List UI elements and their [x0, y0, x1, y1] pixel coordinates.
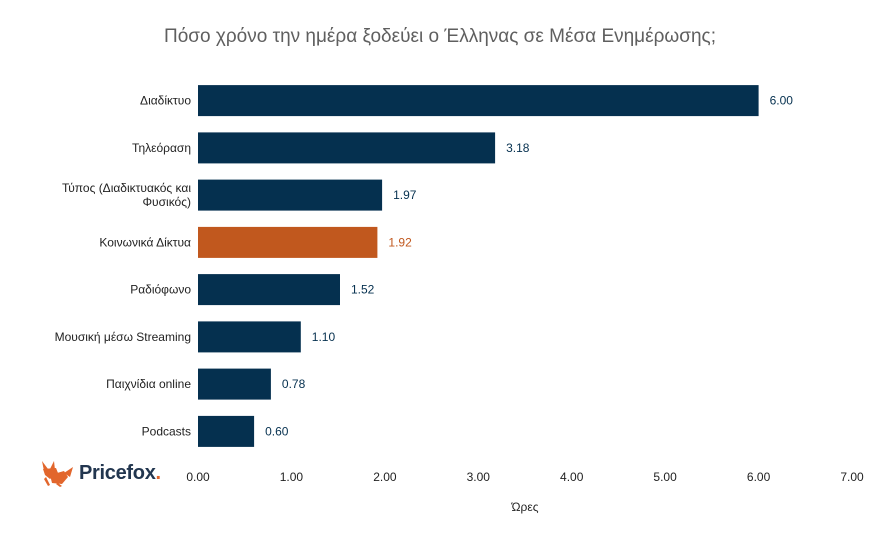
bar — [198, 415, 255, 447]
pricefox-logo: Pricefox. — [38, 459, 161, 487]
bar — [198, 132, 496, 164]
bar — [198, 179, 383, 211]
category-label-line: Τηλεόραση — [132, 141, 191, 155]
category-label: Τύπος (Διαδικτυακός και Φυσικός) — [62, 181, 191, 209]
category-label: Κοινωνικά Δίκτυα — [99, 235, 191, 249]
category-label-line: Παιχνίδια online — [106, 377, 191, 391]
category-label: Διαδίκτυο — [140, 94, 191, 108]
bar — [198, 274, 340, 306]
value-label: 1.92 — [388, 235, 412, 249]
category-label-line: Φυσικός) — [142, 195, 191, 209]
category-label-line: Τύπος (Διαδικτυακός και — [62, 181, 191, 195]
fox-icon — [42, 461, 73, 487]
category-label: Podcasts — [142, 424, 191, 438]
value-label: 1.10 — [312, 330, 336, 344]
x-axis-label: Ώρες — [511, 500, 539, 514]
logo-text: Pricefox. — [79, 462, 161, 485]
category-label-line: Ραδιόφωνο — [130, 283, 191, 297]
category-label: Τηλεόραση — [132, 141, 191, 155]
x-tick-label: 3.00 — [467, 470, 491, 484]
category-label: Ραδιόφωνο — [130, 283, 191, 297]
value-label: 1.52 — [351, 283, 375, 297]
x-tick-label: 4.00 — [560, 470, 584, 484]
x-tick-label: 7.00 — [840, 470, 864, 484]
x-tick-label: 0.00 — [186, 470, 210, 484]
category-label-line: Διαδίκτυο — [140, 94, 191, 108]
value-label: 3.18 — [506, 141, 530, 155]
chart-title: Πόσο χρόνο την ημέρα ξοδεύει ο Έλληνας σ… — [164, 26, 716, 47]
value-label: 0.60 — [265, 424, 289, 438]
logo-dot: . — [155, 461, 162, 484]
x-tick-label: 6.00 — [747, 470, 771, 484]
value-label: 1.97 — [393, 188, 417, 202]
bar — [198, 226, 378, 258]
value-label: 6.00 — [770, 94, 794, 108]
logo-name: Pricefox — [79, 461, 156, 484]
x-tick-label: 2.00 — [373, 470, 397, 484]
category-label-line: Κοινωνικά Δίκτυα — [99, 235, 191, 249]
x-tick-label: 5.00 — [653, 470, 677, 484]
x-tick-label: 1.00 — [280, 470, 304, 484]
category-label: Μουσική μέσω Streaming — [55, 330, 191, 344]
category-label-line: Μουσική μέσω Streaming — [55, 330, 191, 344]
bar — [198, 85, 759, 117]
category-label: Παιχνίδια online — [106, 377, 191, 391]
value-label: 0.78 — [282, 377, 306, 391]
category-label-line: Podcasts — [142, 424, 191, 438]
bar — [198, 368, 271, 400]
bar — [198, 321, 301, 353]
